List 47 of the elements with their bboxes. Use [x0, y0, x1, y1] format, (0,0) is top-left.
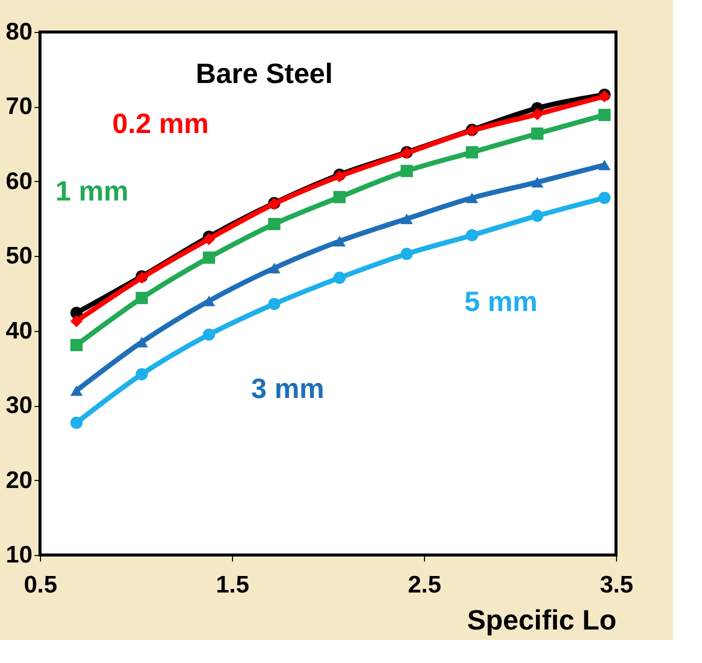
point: [202, 296, 216, 306]
point: [70, 385, 83, 396]
y-tick-label: 10: [6, 542, 32, 568]
point: [598, 108, 611, 122]
point: [531, 210, 544, 222]
point: [531, 176, 544, 188]
point: [70, 416, 83, 429]
point: [598, 160, 611, 170]
text: Bare Steel: [196, 58, 333, 90]
y-tick-label: 60: [6, 168, 32, 195]
point: [466, 146, 478, 158]
point: [400, 248, 413, 260]
point: [400, 164, 413, 178]
x-tick-label: 3.5: [600, 572, 634, 598]
y-tick-label: 40: [6, 317, 32, 344]
y-tick-label: 30: [6, 392, 32, 420]
x-tick-label: 0.5: [24, 572, 58, 598]
point: [333, 236, 346, 247]
point: [598, 192, 611, 204]
point: [466, 229, 478, 242]
x-tick-label: 2.5: [408, 572, 442, 598]
x-tick-label: 1.5: [216, 572, 250, 598]
text: 0.2 mm: [112, 108, 209, 140]
point: [202, 232, 216, 246]
point: [268, 298, 280, 310]
text: 3 mm: [251, 373, 324, 404]
y-tick-label: 50: [6, 242, 32, 270]
point: [202, 252, 216, 264]
point: [466, 192, 478, 204]
point: [531, 127, 544, 140]
point: [136, 368, 148, 380]
point: [202, 328, 216, 341]
point: [70, 338, 83, 352]
point: [268, 218, 280, 230]
y-tick-label: 70: [6, 93, 32, 120]
y-tick-label: 80: [6, 18, 32, 46]
series-label: 5 mm: [464, 286, 538, 318]
x-axis-title: Specific Lo: [467, 604, 616, 636]
point: [333, 190, 346, 204]
point: [268, 262, 280, 274]
point: [333, 272, 346, 284]
point: [531, 108, 544, 120]
text: 1 mm: [55, 176, 129, 207]
point: [70, 315, 83, 328]
y-tick-label: 20: [6, 466, 32, 494]
point: [136, 292, 148, 304]
point: [400, 213, 413, 224]
